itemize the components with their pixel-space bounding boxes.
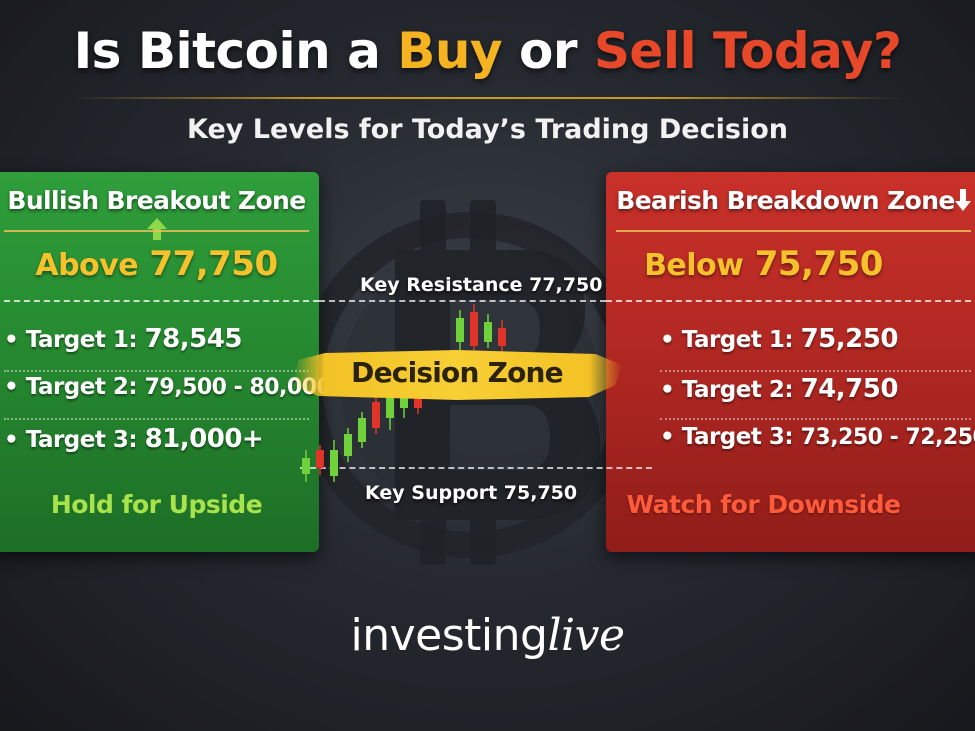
bearish-heading-divider: [616, 230, 971, 232]
title-text: Is Bitcoin a: [73, 22, 398, 80]
bearish-level: Below 75,750: [606, 244, 921, 284]
bearish-heading-text: Bearish Breakdown Zone: [616, 186, 955, 215]
bullish-target-1-label: Target 1:: [25, 327, 138, 353]
bullish-target-3-label: Target 3:: [25, 427, 138, 453]
arrow-down-icon: [954, 189, 971, 211]
brand-part-1: investing: [350, 610, 548, 661]
bullish-target-2-label: Target 2:: [25, 374, 138, 400]
title-text-or: or: [502, 22, 594, 80]
bullish-level-value: 77,750: [149, 244, 278, 284]
bullish-heading: Bullish Breakout Zone: [0, 186, 319, 244]
bullish-target-1-value: 78,545: [144, 324, 243, 354]
bullish-target-2: • Target 2: 79,500 - 80,000: [4, 374, 332, 400]
bullish-dashed-line: [0, 300, 319, 302]
title-buy: Buy: [397, 22, 503, 80]
brand-logo: investinglive: [0, 610, 975, 661]
bearish-footer: Watch for Downside: [626, 490, 901, 519]
page-title: Is Bitcoin a Buy or Sell Today?: [0, 22, 975, 80]
bearish-divider-1: [660, 370, 971, 372]
bullish-zone-panel: Bullish Breakout Zone Above 77,750 • Tar…: [0, 172, 332, 552]
key-support-label: Key Support 75,750: [365, 482, 578, 504]
bearish-level-prefix: Below: [644, 248, 744, 283]
decision-zone-band: [292, 350, 622, 400]
arrow-up-icon: [146, 218, 167, 240]
brand-part-2: live: [547, 610, 625, 661]
bearish-heading: Bearish Breakdown Zone: [606, 186, 975, 215]
decision-zone-label: Decision Zone: [351, 356, 563, 389]
bearish-dashed-line: [606, 300, 975, 302]
bullish-target-3: • Target 3: 81,000+: [4, 424, 264, 454]
bullish-divider-1: [4, 370, 309, 372]
bearish-target-1-value: 75,250: [800, 324, 899, 354]
bearish-target-3-value: 73,250 - 72,250: [800, 425, 975, 450]
bearish-target-1: • Target 1: 75,250: [660, 324, 898, 354]
bearish-target-2-label: Target 2:: [681, 377, 794, 403]
title-sell: Sell Today?: [593, 22, 902, 80]
bullish-heading-text: Bullish Breakout Zone: [7, 186, 306, 215]
bullish-footer: Hold for Upside: [50, 490, 263, 519]
bearish-target-2: • Target 2: 74,750: [660, 374, 898, 404]
bearish-target-3-label: Target 3:: [681, 424, 794, 450]
bullish-heading-divider: [4, 230, 309, 232]
resistance-dashed-line: [319, 300, 606, 302]
bullish-divider-2: [4, 418, 309, 420]
bearish-level-value: 75,750: [754, 244, 884, 284]
subtitle: Key Levels for Today’s Trading Decision: [187, 114, 788, 145]
bearish-zone-panel: Bearish Breakdown Zone Below 75,750 • Ta…: [606, 172, 975, 552]
bullish-target-3-value: 81,000+: [144, 424, 264, 454]
bullish-level: Above 77,750: [0, 244, 319, 284]
key-resistance-label: Key Resistance 77,750: [360, 274, 603, 296]
title-divider: [70, 97, 905, 99]
bearish-target-3: • Target 3: 73,250 - 72,250: [660, 424, 975, 450]
support-dashed-line: [300, 467, 652, 469]
bullish-target-1: • Target 1: 78,545: [4, 324, 242, 354]
bearish-target-1-label: Target 1:: [681, 327, 794, 353]
bullish-level-prefix: Above: [35, 248, 139, 283]
bearish-target-2-value: 74,750: [800, 374, 899, 404]
bearish-divider-2: [660, 418, 971, 420]
